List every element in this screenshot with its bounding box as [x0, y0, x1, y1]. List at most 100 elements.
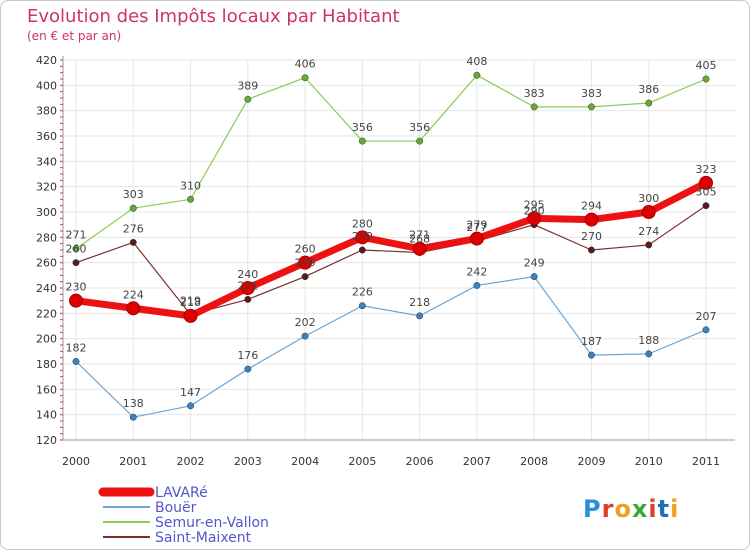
- data-point: [588, 351, 595, 359]
- x-tick-label: 2009: [577, 455, 605, 468]
- y-tick-label: 320: [36, 181, 57, 194]
- legend-label: Saint-Maixent: [155, 530, 252, 546]
- data-label: 405: [696, 59, 717, 72]
- data-point: [244, 95, 252, 103]
- data-point: [126, 301, 141, 316]
- data-label: 408: [466, 55, 487, 68]
- data-label: 303: [123, 188, 144, 201]
- data-label: 219: [180, 295, 201, 308]
- data-point: [527, 211, 542, 226]
- data-point: [645, 99, 653, 107]
- data-point: [702, 75, 710, 83]
- y-tick-label: 240: [36, 282, 57, 295]
- data-point: [645, 241, 653, 249]
- data-point: [645, 350, 653, 358]
- data-point: [588, 103, 595, 111]
- data-point: [358, 246, 366, 254]
- y-tick-label: 220: [36, 307, 57, 320]
- data-point: [702, 326, 710, 334]
- data-point: [702, 202, 710, 210]
- data-point: [240, 281, 255, 295]
- data-label: 260: [295, 243, 316, 256]
- data-point: [129, 238, 137, 246]
- y-tick-label: 380: [36, 105, 57, 118]
- data-label: 290: [524, 205, 545, 218]
- data-label: 260: [66, 243, 87, 256]
- y-tick-label: 260: [36, 257, 57, 270]
- data-label: 300: [638, 192, 659, 205]
- data-label: 279: [466, 219, 487, 232]
- legend-label: LAVARé: [155, 485, 208, 501]
- data-point: [416, 137, 424, 145]
- x-tick-label: 2008: [520, 455, 548, 468]
- data-point: [187, 195, 194, 203]
- x-tick-label: 2005: [348, 455, 376, 468]
- data-label: 138: [123, 397, 144, 410]
- data-label: 294: [581, 200, 602, 213]
- data-label: 310: [180, 179, 201, 192]
- data-point: [584, 212, 599, 227]
- data-label: 226: [352, 286, 373, 299]
- data-point: [298, 255, 313, 270]
- y-tick-label: 160: [36, 383, 57, 396]
- data-label: 249: [524, 257, 545, 270]
- data-point: [530, 273, 538, 281]
- data-label: 224: [123, 288, 144, 301]
- data-label: 182: [66, 341, 87, 354]
- data-label: 356: [352, 121, 373, 134]
- data-point: [301, 74, 309, 82]
- series-line: [75, 276, 707, 418]
- data-point: [301, 332, 309, 340]
- data-label: 280: [352, 217, 373, 230]
- data-label: 218: [180, 296, 201, 309]
- data-label: 274: [638, 225, 659, 238]
- y-tick-label: 120: [36, 434, 57, 447]
- data-point: [641, 205, 656, 219]
- data-label: 271: [66, 229, 87, 242]
- data-point: [358, 302, 366, 310]
- data-label: 268: [409, 233, 430, 246]
- data-point: [416, 312, 424, 320]
- x-tick-label: 2006: [406, 455, 434, 468]
- data-label: 295: [524, 198, 545, 211]
- brand-logo: Proxiti: [583, 495, 679, 523]
- data-point: [244, 365, 252, 373]
- y-tick-label: 400: [36, 79, 57, 92]
- data-point: [129, 413, 137, 421]
- data-label: 240: [237, 268, 258, 281]
- data-labels: 271 303 310 389 406 356 356 408 383 383 386 405 182 1…: [66, 55, 717, 410]
- data-label: 218: [409, 296, 430, 309]
- data-label: 270: [352, 230, 373, 243]
- data-point: [530, 103, 538, 111]
- data-label: 389: [237, 79, 258, 92]
- data-label: 356: [409, 121, 430, 134]
- data-point: [699, 175, 713, 190]
- data-point: [355, 230, 370, 245]
- data-label: 230: [66, 281, 87, 294]
- x-tick-label: 2001: [119, 455, 147, 468]
- data-point: [473, 282, 481, 289]
- series-line: [75, 205, 707, 316]
- data-label: 270: [581, 230, 602, 243]
- data-point: [244, 295, 252, 303]
- x-tick-label: 2003: [234, 455, 262, 468]
- legend-label: Bouër: [155, 500, 197, 516]
- data-label: 207: [696, 310, 717, 323]
- x-tick-label: 2002: [177, 455, 205, 468]
- y-tick-label: 300: [36, 206, 57, 219]
- legend-label: Semur-en-Vallon: [155, 515, 269, 531]
- data-point: [473, 71, 481, 79]
- axes: 120 140 160 180 200 220 240 260 280 300 320 340 360 3…: [36, 54, 735, 468]
- data-label: 147: [180, 386, 201, 399]
- y-tick-label: 200: [36, 333, 57, 346]
- data-point: [588, 246, 595, 254]
- data-label: 249: [295, 257, 316, 270]
- data-point: [72, 245, 80, 253]
- data-label: 383: [524, 87, 545, 100]
- data-point: [358, 137, 366, 145]
- x-tick-label: 2007: [463, 455, 491, 468]
- x-tick-label: 2004: [291, 455, 319, 468]
- data-point: [187, 402, 194, 410]
